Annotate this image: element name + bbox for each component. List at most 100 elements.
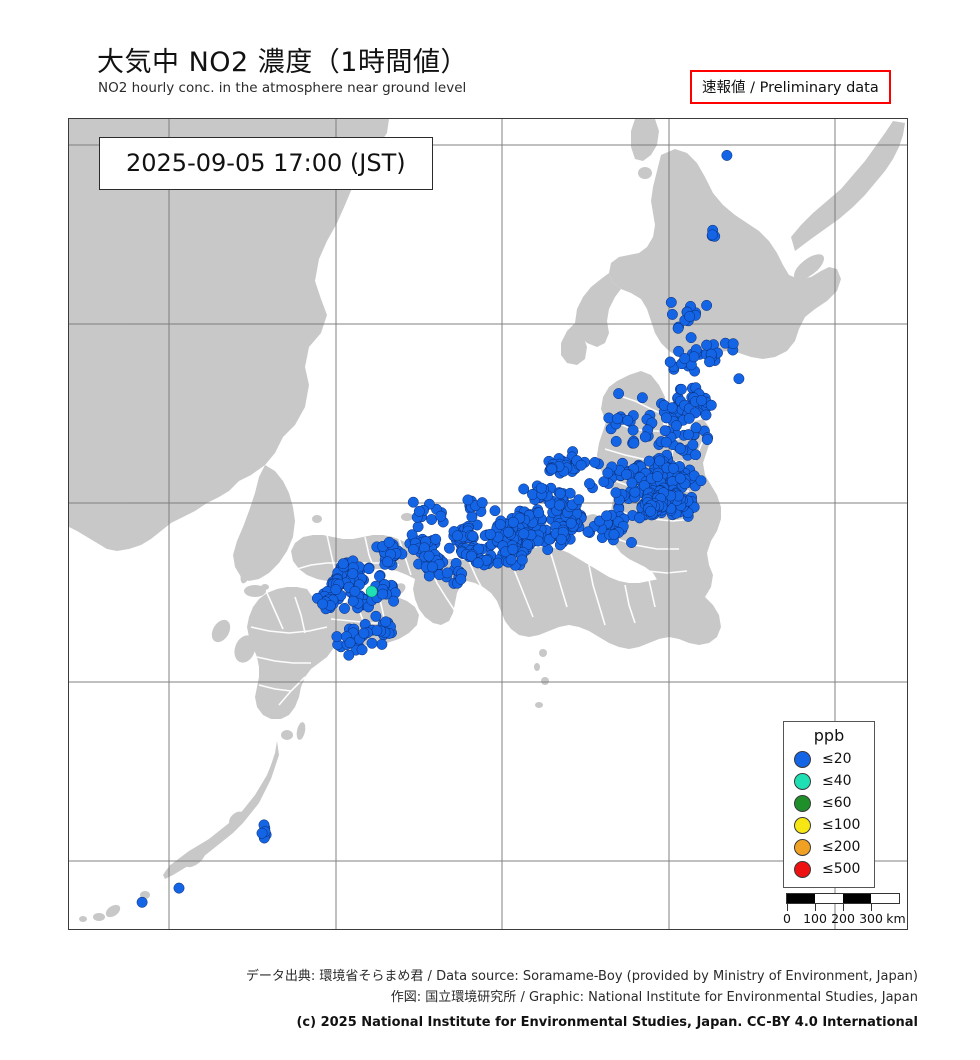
station-point[interactable] [472, 557, 484, 569]
station-point[interactable] [667, 462, 679, 474]
station-point[interactable] [627, 424, 639, 436]
station-point[interactable] [413, 505, 425, 517]
station-point[interactable] [426, 561, 438, 573]
station-point[interactable] [462, 494, 474, 506]
station-point[interactable] [380, 616, 392, 628]
station-point[interactable] [573, 494, 585, 506]
station-point[interactable] [701, 434, 713, 446]
legend-item[interactable]: ≤60 [784, 792, 874, 814]
station-point[interactable] [451, 530, 463, 542]
station-point[interactable] [455, 573, 467, 585]
station-point[interactable] [674, 472, 686, 484]
station-point[interactable] [683, 412, 695, 424]
station-point[interactable] [347, 568, 359, 580]
station-point[interactable] [423, 550, 435, 562]
station-point[interactable] [371, 625, 383, 637]
station-point[interactable] [589, 456, 601, 468]
station-point[interactable] [173, 882, 185, 894]
station-point[interactable] [659, 425, 671, 437]
station-point[interactable] [430, 533, 442, 545]
station-point[interactable] [370, 610, 382, 622]
station-point[interactable] [582, 526, 594, 538]
station-point[interactable] [377, 588, 389, 600]
station-point[interactable] [516, 554, 528, 566]
station-point[interactable] [466, 550, 477, 562]
station-point[interactable] [349, 585, 361, 597]
station-point[interactable] [673, 345, 685, 357]
station-point[interactable] [675, 383, 687, 395]
station-point[interactable] [363, 563, 375, 575]
legend-item[interactable]: ≤200 [784, 836, 874, 858]
station-point[interactable] [670, 420, 682, 432]
station-point[interactable] [685, 332, 697, 344]
station-point[interactable] [665, 296, 677, 308]
station-point[interactable] [467, 530, 479, 542]
station-point[interactable] [626, 537, 637, 548]
station-point[interactable] [613, 388, 625, 400]
station-point[interactable] [639, 431, 651, 443]
station-point[interactable] [535, 482, 547, 494]
station-point[interactable] [546, 463, 558, 475]
station-point[interactable] [733, 373, 745, 385]
station-point[interactable] [435, 510, 447, 522]
station-point[interactable] [339, 602, 350, 614]
station-point[interactable] [337, 558, 349, 570]
station-point[interactable] [690, 422, 702, 434]
station-point[interactable] [426, 514, 438, 525]
station-point[interactable] [610, 487, 622, 499]
station-point[interactable] [687, 439, 699, 451]
station-point[interactable] [610, 435, 622, 447]
station-point[interactable] [489, 505, 501, 517]
station-point[interactable] [651, 471, 663, 483]
station-point[interactable] [136, 896, 148, 908]
station-point[interactable] [408, 544, 419, 555]
station-point[interactable] [575, 459, 587, 471]
station-point[interactable] [343, 649, 355, 661]
station-point[interactable] [684, 311, 696, 322]
station-point[interactable] [388, 595, 400, 607]
station-point[interactable] [505, 554, 517, 566]
station-point[interactable] [344, 637, 356, 649]
station-point[interactable] [601, 510, 613, 522]
station-point[interactable] [347, 595, 359, 607]
station-point[interactable] [527, 488, 538, 500]
station-point[interactable] [611, 413, 623, 425]
station-point[interactable] [356, 644, 368, 656]
station-point[interactable] [695, 475, 707, 487]
station-point[interactable] [484, 528, 496, 540]
station-point[interactable] [628, 437, 640, 449]
station-point[interactable] [645, 505, 657, 517]
station-point[interactable] [688, 351, 700, 363]
station-point[interactable] [407, 496, 419, 508]
station-point[interactable] [682, 429, 694, 441]
station-point[interactable] [700, 409, 712, 421]
station-point[interactable] [555, 533, 567, 545]
station-point[interactable] [584, 478, 595, 490]
station-point[interactable] [602, 467, 614, 479]
station-point[interactable] [507, 516, 519, 528]
station-point[interactable] [554, 488, 566, 499]
station-point[interactable] [701, 299, 713, 311]
station-point[interactable] [256, 827, 268, 839]
station-point[interactable] [666, 308, 678, 320]
station-point[interactable] [331, 631, 343, 643]
station-point[interactable] [706, 229, 718, 241]
station-point[interactable] [317, 598, 329, 610]
station-point[interactable] [358, 627, 370, 639]
station-point[interactable] [565, 517, 577, 529]
map-plot-area[interactable]: 45°N40°N35°N30°N25°N125°E130°E135°E140°E… [68, 118, 908, 930]
station-point[interactable] [476, 497, 488, 509]
station-point[interactable] [721, 149, 733, 161]
station-point[interactable] [564, 487, 576, 499]
station-point[interactable] [608, 529, 620, 540]
station-point[interactable] [660, 436, 672, 448]
legend-item[interactable]: ≤500 [784, 858, 874, 880]
station-point[interactable] [554, 499, 565, 511]
station-point[interactable] [626, 477, 638, 489]
station-point[interactable] [654, 455, 666, 467]
station-point[interactable] [518, 528, 530, 540]
station-point-highlight[interactable] [365, 585, 378, 598]
station-point[interactable] [374, 570, 385, 582]
station-point[interactable] [636, 392, 648, 404]
legend-item[interactable]: ≤100 [784, 814, 874, 836]
